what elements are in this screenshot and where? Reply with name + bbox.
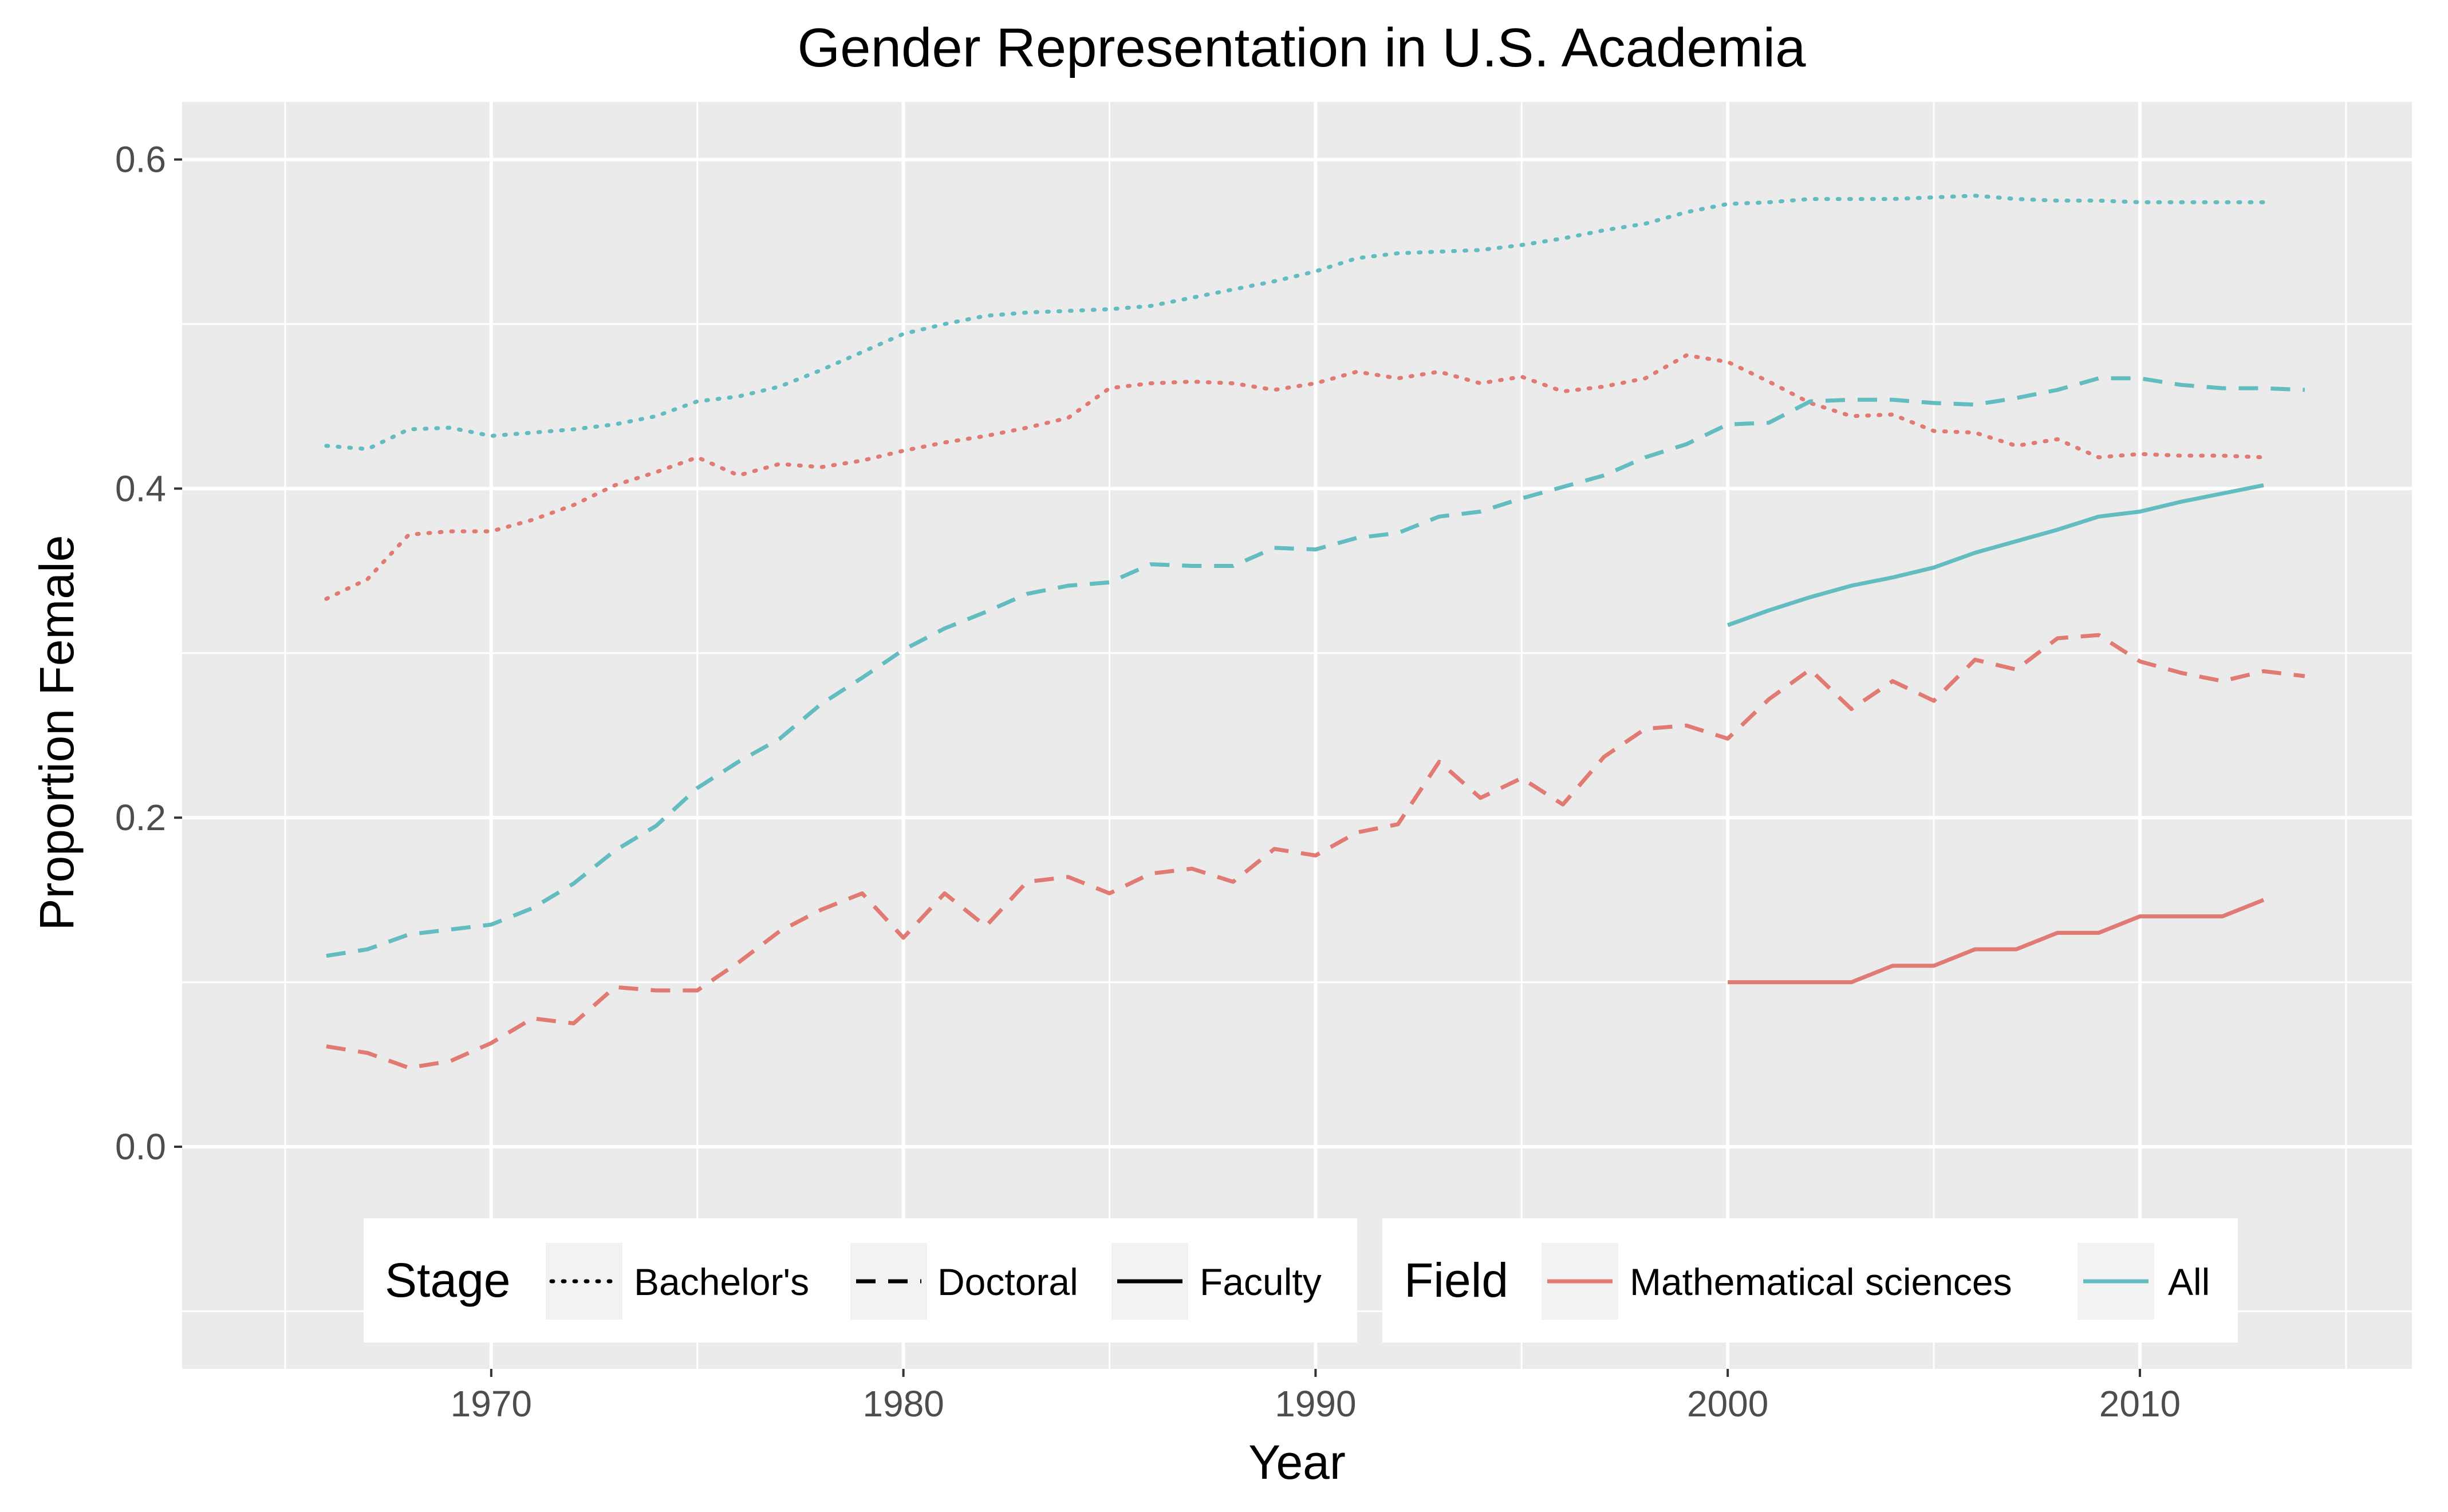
field-legend-title: Field (1404, 1253, 1508, 1307)
field-legend: Field Mathematical sciences All (1382, 1218, 2238, 1343)
x-tick-label: 1970 (451, 1383, 532, 1424)
y-axis-title: Proportion Female (30, 535, 84, 931)
legend-label-faculty: Faculty (1200, 1261, 1322, 1303)
x-tick-label: 2000 (1687, 1383, 1768, 1424)
series-line-all-doctoral (326, 376, 2305, 958)
series-line-all-bachelors (324, 194, 2266, 451)
x-tick-label: 1980 (862, 1383, 944, 1424)
major-gridlines (182, 102, 2412, 1369)
y-tick-label: 0.6 (115, 139, 166, 180)
y-tick-label: 0.2 (115, 797, 166, 838)
data-series (324, 194, 2305, 1070)
legend-label-math: Mathematical sciences (1630, 1261, 2012, 1303)
x-tick-label: 2010 (2099, 1383, 2181, 1424)
y-tick-label: 0.0 (115, 1126, 166, 1167)
stage-legend-title: Stage (385, 1253, 511, 1307)
series-line-all-faculty (1727, 483, 2264, 627)
y-tick-label: 0.4 (115, 468, 166, 509)
chart-title: Gender Representation in U.S. Academia (798, 17, 1807, 78)
stage-legend: Stage Bachelor's Doctoral Faculty (364, 1218, 1357, 1343)
x-axis: 1970 1980 1990 2000 2010 (451, 1369, 2181, 1424)
legend-label-doctoral: Doctoral (937, 1261, 1078, 1303)
legend-label-bachelors: Bachelor's (634, 1261, 809, 1303)
series-line-mathematical-sciences-faculty (1728, 898, 2265, 985)
x-tick-label: 1990 (1275, 1383, 1356, 1424)
x-axis-title: Year (1248, 1435, 1346, 1489)
plot-panel (182, 102, 2412, 1369)
legend-label-all: All (2168, 1261, 2210, 1303)
series-line-mathematical-sciences-bachelors (324, 353, 2266, 601)
y-axis: 0.0 0.2 0.4 0.6 (115, 139, 182, 1167)
series-line-mathematical-sciences-doctoral (326, 633, 2305, 1070)
